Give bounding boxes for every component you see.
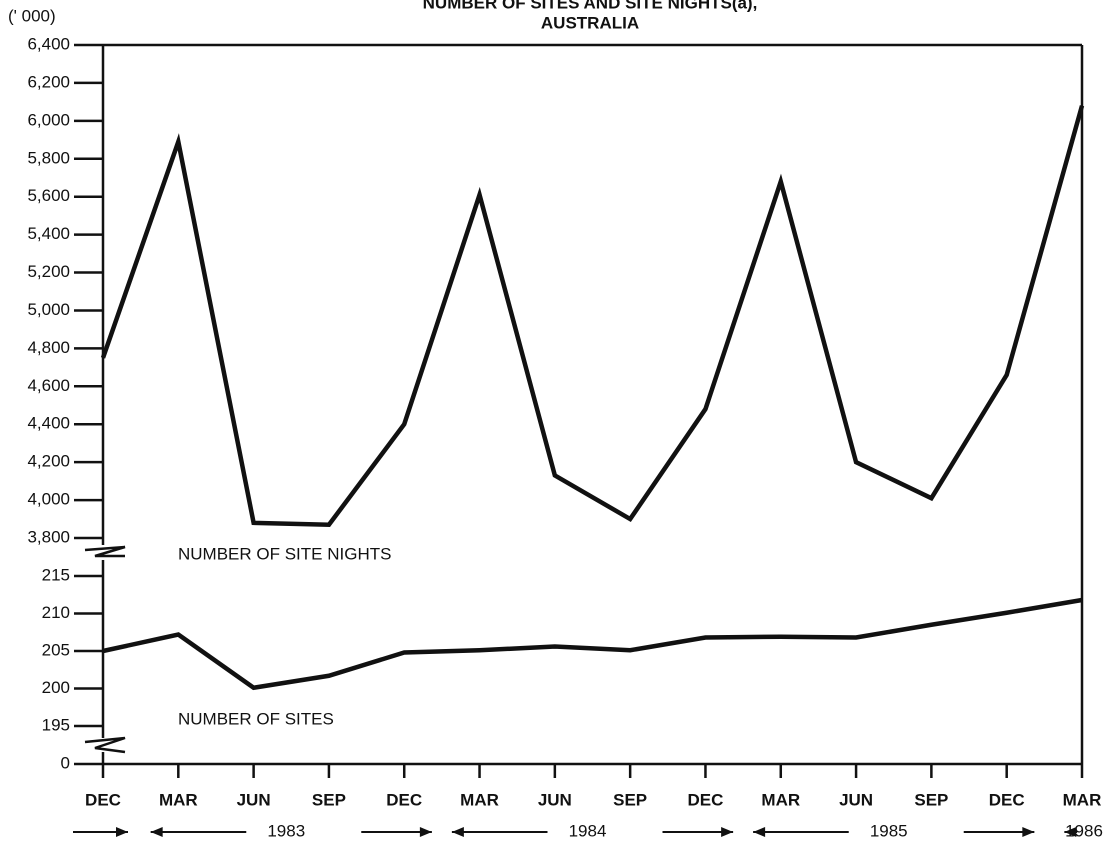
y-tick-label: 4,800 xyxy=(27,338,70,357)
period-label: 1986 xyxy=(1065,821,1103,840)
y-tick-label: 5,600 xyxy=(27,186,70,205)
y-tick-label: 6,200 xyxy=(27,72,70,91)
x-tick-label: SEP xyxy=(613,790,647,809)
chart-title: NUMBER OF SITES AND SITE NIGHTS(a), xyxy=(423,0,758,12)
x-tick-label: DEC xyxy=(85,790,121,809)
series-label: NUMBER OF SITE NIGHTS xyxy=(178,544,391,563)
period-label: 1984 xyxy=(569,821,607,840)
x-tick-label: MAR xyxy=(460,790,499,809)
y-tick-label: 4,400 xyxy=(27,414,70,433)
period-arrow-head xyxy=(451,827,464,837)
x-tick-label: JUN xyxy=(839,790,873,809)
x-tick-label: JUN xyxy=(538,790,572,809)
data-line xyxy=(100,105,1085,528)
x-tick-label: DEC xyxy=(386,790,422,809)
period-arrow-head xyxy=(753,827,766,837)
y-tick-label: 4,000 xyxy=(27,490,70,509)
period-arrow-head xyxy=(116,827,128,837)
y-tick-label: 5,400 xyxy=(27,224,70,243)
x-tick-label: DEC xyxy=(688,790,724,809)
period-label: 1985 xyxy=(870,821,908,840)
y-tick-label: 215 xyxy=(42,565,70,584)
chart-subtitle: AUSTRALIA xyxy=(541,13,639,32)
data-line xyxy=(102,597,1083,691)
x-tick-label: JUN xyxy=(237,790,271,809)
x-tick-label: MAR xyxy=(761,790,800,809)
y-tick-label: 5,200 xyxy=(27,262,70,281)
y-tick-label: 0 xyxy=(61,753,70,772)
x-tick-label: SEP xyxy=(312,790,346,809)
y-tick-label: 200 xyxy=(42,678,70,697)
period-arrow-head xyxy=(419,827,432,837)
period-arrow-head xyxy=(1064,827,1077,837)
x-tick-label: DEC xyxy=(989,790,1025,809)
period-label: 1983 xyxy=(267,821,305,840)
y-tick-label: 5,800 xyxy=(27,148,70,167)
y-tick-label: 6,000 xyxy=(27,110,70,129)
y-tick-label: 4,200 xyxy=(27,452,70,471)
y-tick-label: 5,000 xyxy=(27,300,70,319)
unit-label: (' 000) xyxy=(8,6,56,25)
period-arrow-head xyxy=(1022,827,1035,837)
series-label: NUMBER OF SITES xyxy=(178,709,334,728)
y-tick-label: 4,600 xyxy=(27,376,70,395)
y-tick-label: 210 xyxy=(42,603,70,622)
x-tick-label: SEP xyxy=(914,790,948,809)
y-tick-label: 195 xyxy=(42,715,70,734)
period-arrow-head xyxy=(721,827,734,837)
y-tick-label: 205 xyxy=(42,640,70,659)
y-tick-label: 3,800 xyxy=(27,527,70,546)
period-arrow-head xyxy=(150,827,163,837)
frame xyxy=(84,43,1084,766)
x-tick-label: MAR xyxy=(159,790,198,809)
y-tick-label: 6,400 xyxy=(27,34,70,53)
x-tick-label: MAR xyxy=(1063,790,1102,809)
